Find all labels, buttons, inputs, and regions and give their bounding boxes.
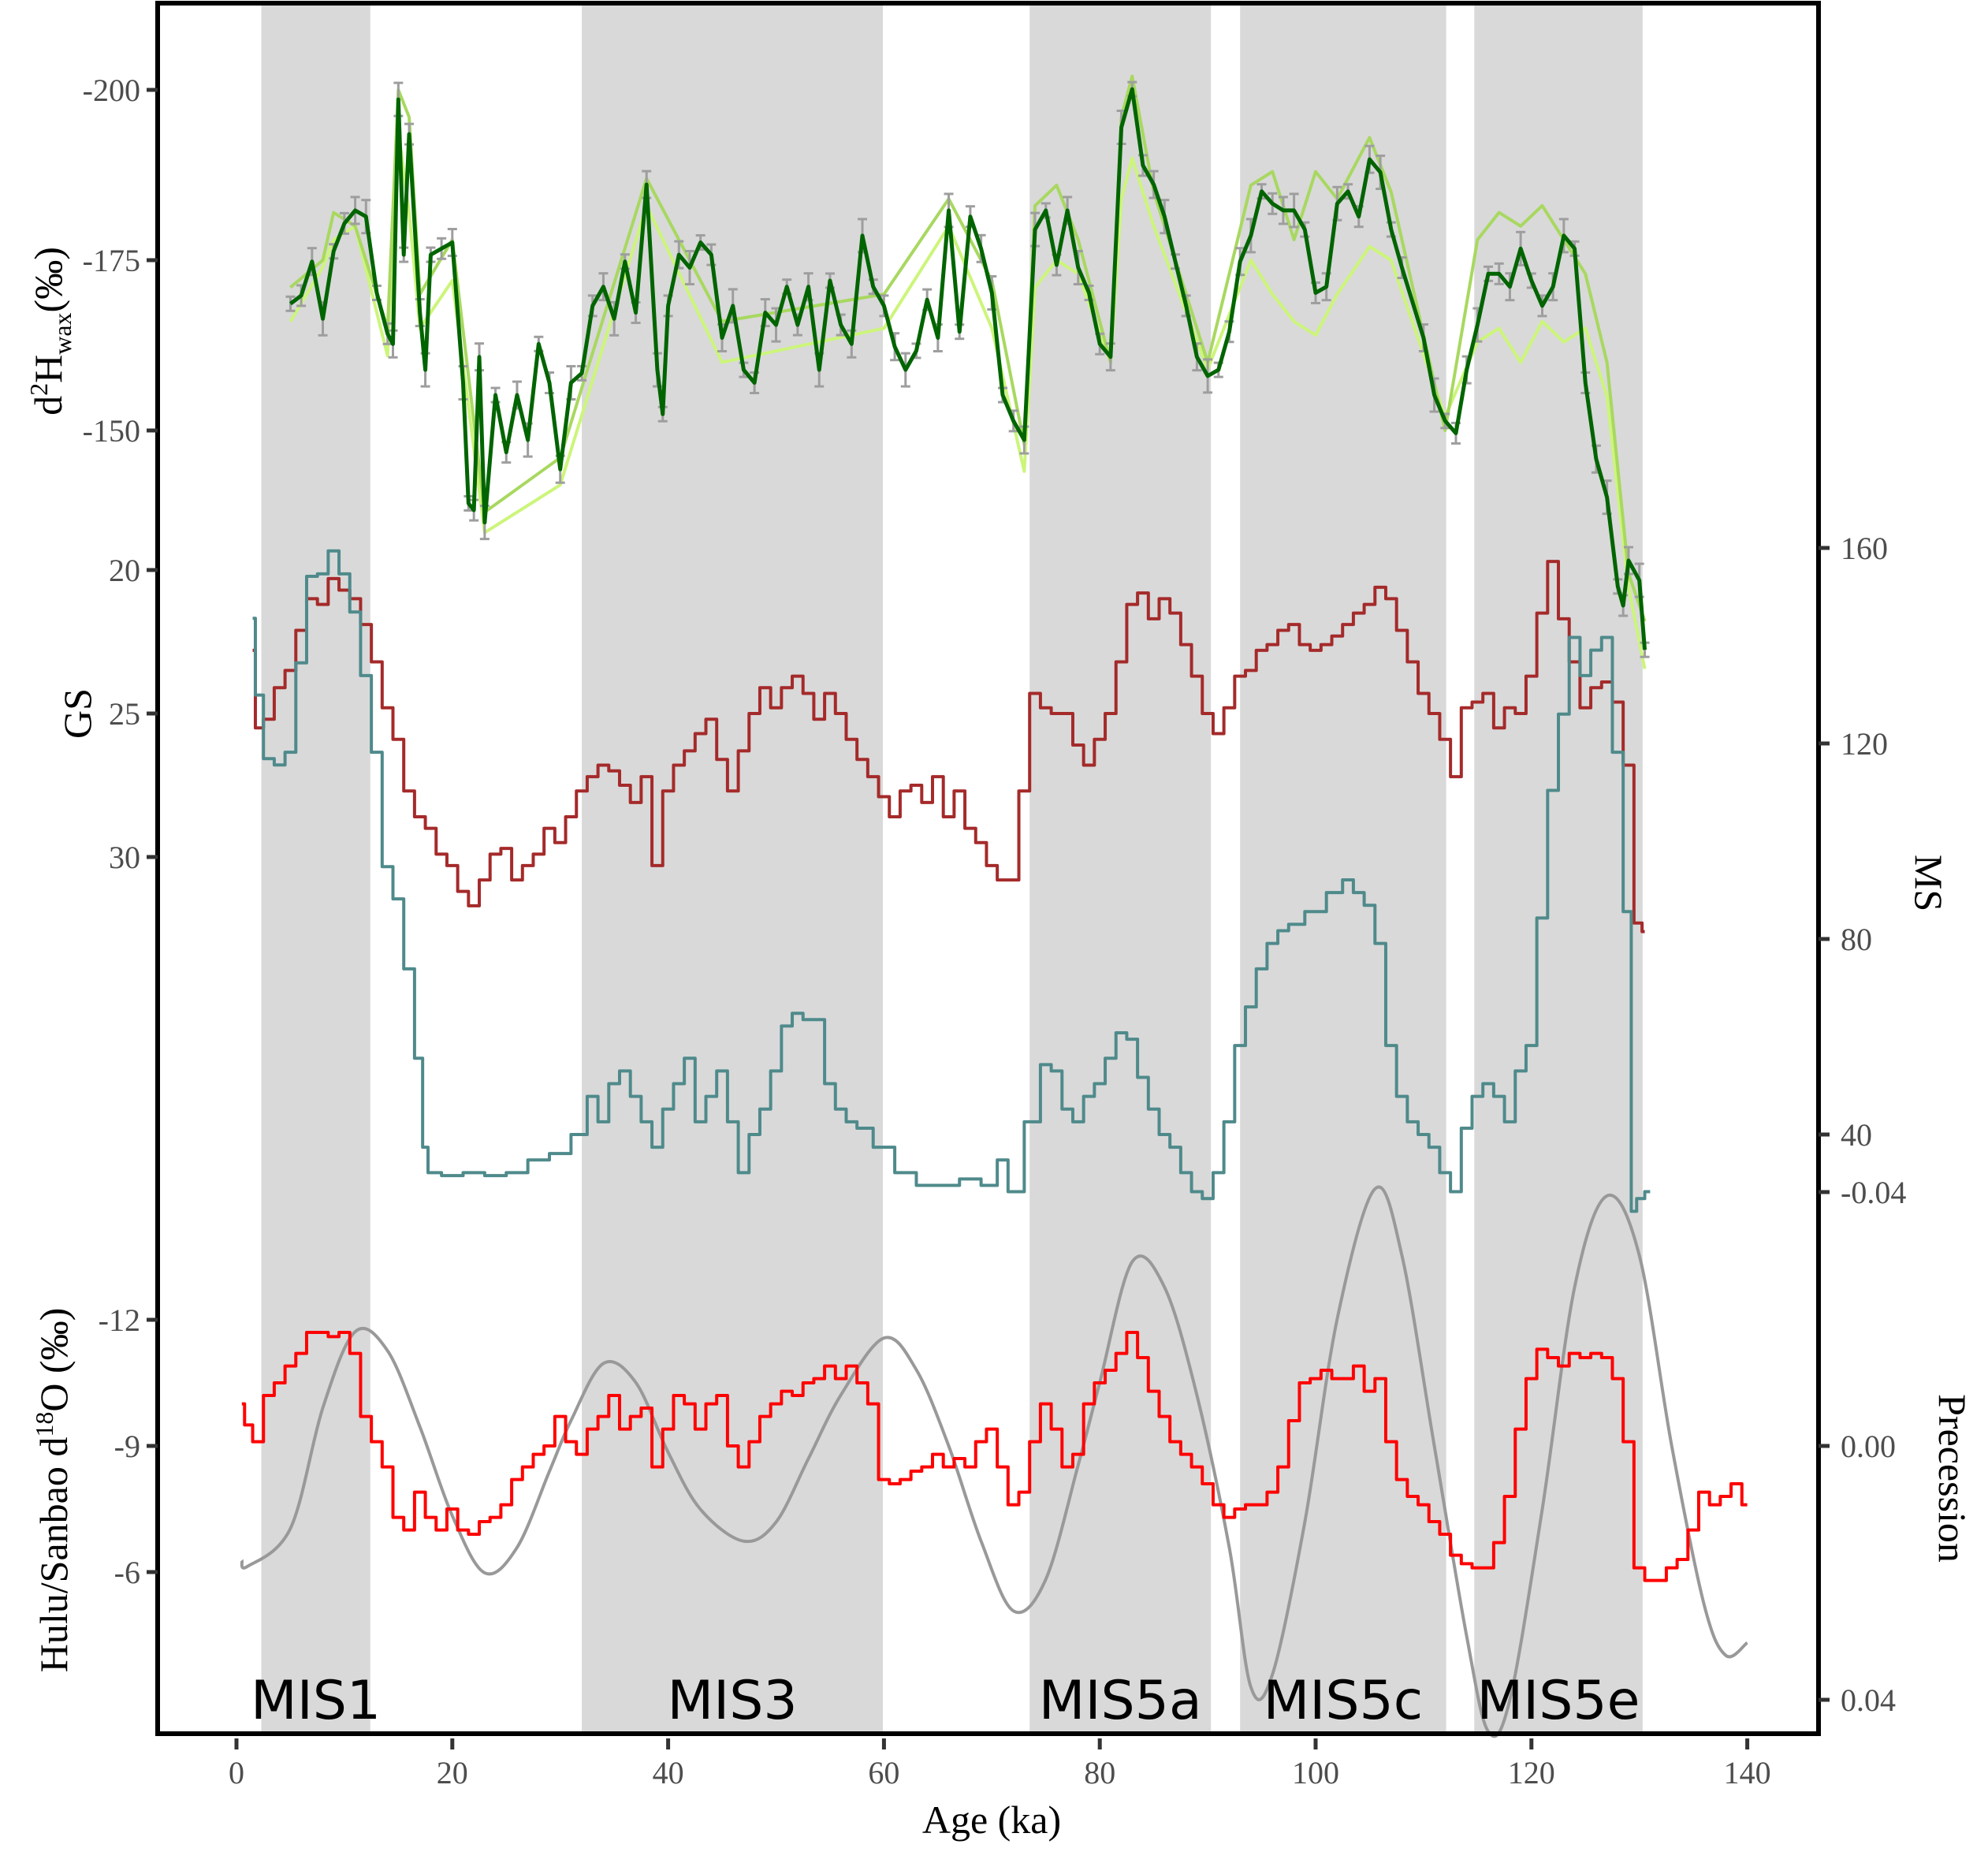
tick-label-dh: -200 [83, 73, 140, 108]
series-line [240, 1185, 1748, 1738]
tick-label-gs: 20 [109, 553, 140, 588]
tick-label-ms: 40 [1841, 1117, 1872, 1153]
tick-label-x: 120 [1508, 1755, 1555, 1790]
mis-band-mis5c [1240, 3, 1446, 1734]
mis-label-mis3: MIS3 [667, 1670, 797, 1732]
tick-label-gs: 30 [109, 840, 140, 875]
right-axis: 160 120 80 40 -0.04 0.00 0.04 [1819, 531, 1906, 1718]
tick-label-x: 20 [437, 1755, 468, 1790]
series-line [252, 549, 1651, 1213]
tick-label-x: 0 [229, 1755, 244, 1790]
mis-band-mis1 [261, 3, 370, 1734]
tick-label-x: 100 [1292, 1755, 1339, 1790]
tick-label-ms: 160 [1841, 531, 1888, 566]
axis-title-dh: d2Hwax(‰) [24, 247, 76, 415]
tick-label-x: 40 [653, 1755, 684, 1790]
axis-title-d18o: Hulu/Sanbao d18O (‰) [30, 1308, 76, 1673]
mis-label-mis5a: MIS5a [1039, 1670, 1202, 1732]
tick-label-dh: -175 [83, 243, 140, 278]
tick-label-d18o: -6 [114, 1555, 140, 1590]
mis-label-mis5c: MIS5c [1264, 1670, 1424, 1732]
mis-label-mis5e: MIS5e [1477, 1670, 1640, 1732]
plot-frame [155, 1, 1821, 1736]
tick-label-ms: 120 [1841, 726, 1888, 762]
axis-title-precession: Precession [1930, 1394, 1975, 1563]
series-dh-wax [285, 80, 1650, 658]
axis-title-ms: MS [1907, 855, 1951, 911]
series-line [241, 1331, 1748, 1582]
mis-label-mis1: MIS1 [251, 1670, 381, 1732]
tick-label-x: 60 [868, 1755, 899, 1790]
series-line [252, 560, 1645, 933]
tick-label-precession: 0.04 [1841, 1682, 1896, 1718]
tick-label-precession: 0.00 [1841, 1429, 1896, 1464]
tick-label-d18o: -12 [99, 1302, 140, 1338]
series-layer [240, 74, 1748, 1738]
series-hulu-sanbao-d18o [241, 1331, 1748, 1582]
axis-title-gs: GS [55, 688, 99, 739]
series-gs [252, 560, 1645, 933]
tick-label-x: 140 [1724, 1755, 1771, 1790]
tick-label-dh: -150 [83, 413, 140, 449]
tick-label-d18o: -9 [114, 1429, 140, 1464]
axis-title-x: Age (ka) [922, 1798, 1061, 1842]
tick-label-gs: 25 [109, 696, 140, 732]
series-ms [252, 549, 1651, 1213]
tick-label-x: 80 [1084, 1755, 1115, 1790]
tick-label-ms: 80 [1841, 922, 1872, 957]
left-axis: -200 -175 -150 20 25 30 -12 -9 -6 [83, 73, 158, 1590]
mis-band-mis5e [1474, 3, 1643, 1734]
mis-labels: MIS1 MIS3 MIS5a MIS5c MIS5e [251, 1670, 1640, 1732]
x-axis: 0 20 40 60 80 100 120 140 [229, 1738, 1771, 1790]
tick-label-precession: -0.04 [1841, 1175, 1906, 1210]
